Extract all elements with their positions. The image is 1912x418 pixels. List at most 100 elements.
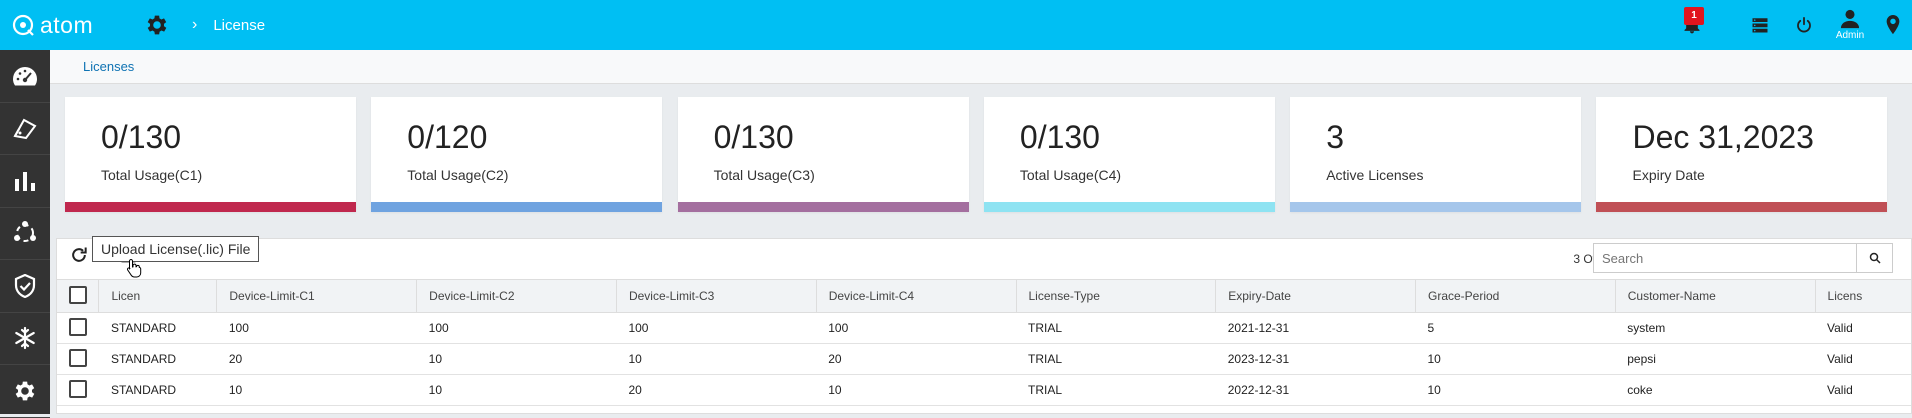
table-cell: 2023-12-31 — [1215, 343, 1416, 375]
sidebar-item-network[interactable] — [0, 208, 50, 260]
column-header[interactable]: Customer-Name — [1615, 279, 1816, 313]
column-header[interactable]: Device-Limit-C3 — [616, 279, 817, 313]
licenses-link[interactable]: Licenses — [83, 59, 135, 74]
summary-cards: 0/130 Total Usage(C1) 0/120 Total Usage(… — [65, 97, 1888, 212]
table-cell: 100 — [416, 312, 617, 344]
table-cell: 10 — [416, 374, 617, 406]
search-input[interactable] — [1594, 244, 1856, 272]
table-cell: 10 — [1415, 374, 1616, 406]
table-cell: TRIAL — [1016, 312, 1216, 344]
card-accent-bar — [677, 202, 969, 212]
table-cell: 100 — [616, 312, 817, 344]
column-header[interactable]: Expiry-Date — [1215, 279, 1416, 313]
table-row[interactable]: STANDARD 10 10 20 10 TRIAL 2022-12-31 10… — [57, 374, 1911, 406]
licenses-panel: 3 Of 3 Licen Device-Limit-C1 — [56, 238, 1912, 414]
card-value: Dec 31,2023 — [1632, 119, 1814, 155]
column-header[interactable]: Grace-Period — [1415, 279, 1616, 313]
table-row[interactable]: STANDARD 100 100 100 100 TRIAL 2021-12-3… — [57, 312, 1911, 344]
select-all-cell — [57, 279, 100, 313]
card-label: Total Usage(C4) — [1019, 167, 1122, 183]
row-checkbox[interactable] — [69, 348, 87, 367]
table-cell: TRIAL — [1016, 374, 1216, 406]
upload-tooltip: Upload License(.lic) File — [92, 236, 260, 262]
sidebar-item-settings[interactable] — [0, 365, 50, 418]
sidebar-item-compliance[interactable] — [0, 260, 50, 313]
sidebar-item-reports[interactable] — [0, 155, 50, 208]
card-label: Active Licenses — [1326, 167, 1424, 183]
sidebar-item-devices[interactable] — [0, 103, 50, 155]
table-cell: STANDARD — [98, 343, 217, 375]
table-cell: 20 — [616, 374, 817, 406]
column-header[interactable]: Device-Limit-C4 — [816, 279, 1017, 313]
table-cell: 10 — [216, 374, 417, 406]
atom-logo-icon — [12, 14, 34, 36]
column-header[interactable]: Licen — [98, 279, 218, 313]
card-value: 0/130 — [713, 119, 794, 155]
row-select-cell — [57, 312, 99, 344]
admin-menu[interactable]: Admin — [1826, 0, 1874, 50]
server-list-icon — [1752, 18, 1768, 33]
app-logo[interactable]: atom — [12, 12, 130, 39]
table-cell: Valid — [1815, 343, 1911, 375]
power-button[interactable] — [1782, 0, 1826, 50]
card-active-licenses: 3 Active Licenses — [1290, 97, 1582, 212]
table-cell: 10 — [416, 343, 617, 375]
hand-cursor-icon — [126, 258, 142, 278]
refresh-icon — [72, 247, 87, 262]
table-cell: system — [1615, 312, 1816, 344]
card-expiry-date: Dec 31,2023 Expiry Date — [1596, 97, 1888, 212]
notification-badge: 1 — [1684, 7, 1704, 25]
main-content: Licenses 0/130 Total Usage(C1) 0/120 Tot… — [50, 50, 1912, 414]
breadcrumb-chevron-icon: › — [192, 16, 198, 33]
devices-icon — [13, 118, 37, 140]
card-value: 3 — [1326, 119, 1344, 155]
servers-button[interactable] — [1738, 0, 1782, 50]
card-accent-bar — [371, 202, 663, 212]
select-all-checkbox[interactable] — [69, 285, 87, 304]
search-button[interactable] — [1856, 244, 1892, 272]
table-row[interactable]: STANDARD 20 10 10 20 TRIAL 2023-12-31 10… — [57, 343, 1911, 375]
table-cell: 5 — [1415, 312, 1616, 344]
row-select-cell — [57, 374, 99, 406]
sidebar — [0, 50, 50, 418]
card-value: 0/120 — [407, 119, 488, 155]
table-cell: 2021-12-31 — [1215, 312, 1416, 344]
shield-check-icon — [14, 273, 36, 298]
table-cell: 2022-12-31 — [1215, 374, 1416, 406]
card-value: 0/130 — [1019, 119, 1100, 155]
card-accent-bar — [983, 202, 1275, 212]
row-checkbox[interactable] — [69, 379, 87, 398]
notifications-button[interactable]: 1 — [1670, 0, 1714, 50]
table-cell: 10 — [1415, 343, 1616, 375]
table-toolbar: 3 Of 3 — [57, 239, 1911, 279]
network-icon — [14, 221, 36, 243]
row-checkbox[interactable] — [69, 317, 87, 336]
snowflake-icon — [15, 327, 35, 350]
dashboard-icon — [13, 66, 37, 86]
logo-text: atom — [40, 11, 94, 38]
column-header[interactable]: Device-Limit-C1 — [216, 279, 418, 313]
table-cell: 100 — [816, 312, 1016, 344]
table-cell: STANDARD — [98, 312, 217, 344]
column-header[interactable]: Device-Limit-C2 — [416, 279, 617, 313]
card-accent-bar — [1596, 202, 1888, 212]
table-cell: 100 — [216, 312, 417, 344]
power-icon — [1797, 16, 1811, 33]
settings-breadcrumb[interactable] — [144, 12, 170, 38]
card-total-usage-c2: 0/120 Total Usage(C2) — [371, 97, 663, 212]
licenses-table: Licen Device-Limit-C1 Device-Limit-C2 De… — [57, 279, 1911, 406]
sidebar-item-snowflake[interactable] — [0, 313, 50, 365]
table-cell: 20 — [216, 343, 417, 375]
sidebar-item-dashboard[interactable] — [0, 50, 50, 103]
column-header[interactable]: License-Type — [1016, 279, 1217, 313]
refresh-button[interactable] — [69, 245, 89, 270]
card-label: Expiry Date — [1632, 167, 1705, 183]
table-cell: STANDARD — [98, 374, 217, 406]
table-cell: 10 — [616, 343, 817, 375]
location-pin-icon — [1886, 15, 1900, 35]
search-box — [1593, 243, 1893, 273]
column-header[interactable]: Licens — [1827, 289, 1863, 303]
card-total-usage-c4: 0/130 Total Usage(C4) — [983, 97, 1275, 212]
location-button[interactable] — [1874, 0, 1912, 50]
table-cell: pepsi — [1615, 343, 1816, 375]
